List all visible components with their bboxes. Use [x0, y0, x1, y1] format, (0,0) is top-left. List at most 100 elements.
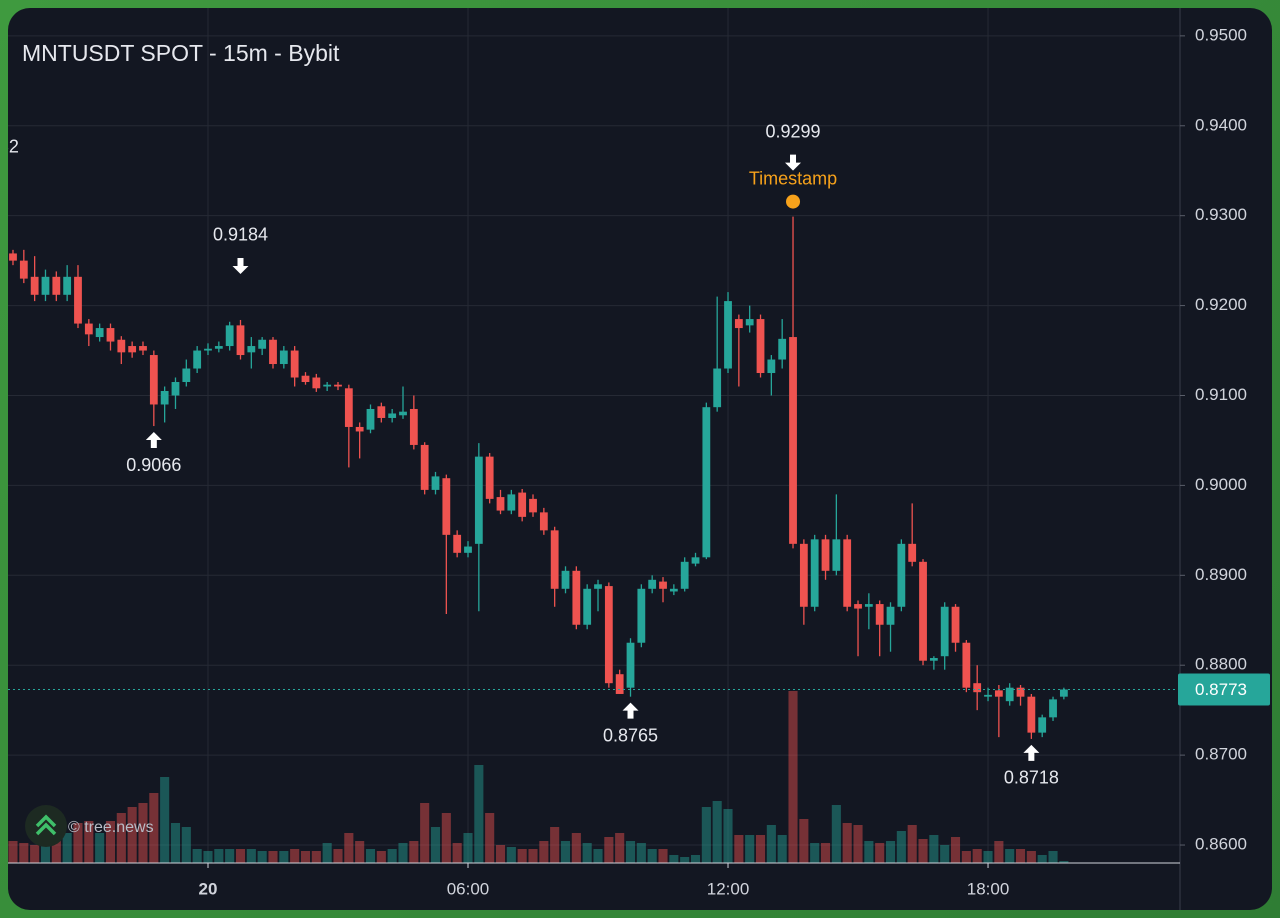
candle-body: [464, 546, 472, 553]
candle-body: [572, 570, 581, 625]
volume-bar: [777, 835, 787, 863]
volume-bar: [820, 843, 831, 863]
volume-bar: [734, 835, 744, 863]
volume-bar: [961, 851, 971, 863]
volume-bar: [506, 847, 516, 863]
volume-bar: [896, 831, 906, 863]
annotation-arrow: [622, 702, 639, 719]
volume-bar: [246, 849, 256, 863]
candle-body: [19, 260, 28, 279]
volume-bar: [127, 807, 137, 863]
candle-body: [117, 339, 126, 353]
volume-bar: [257, 851, 267, 863]
annotation-arrow: [232, 257, 249, 274]
volume-bar: [983, 851, 993, 863]
volume-bar: [333, 849, 343, 863]
annotation-label: 0.9066: [126, 455, 181, 475]
volume-bar: [615, 833, 625, 863]
volume-bar: [474, 765, 484, 863]
y-tick-label: 0.9100: [1195, 385, 1247, 404]
volume-bar: [376, 851, 386, 863]
volume-bar: [495, 845, 506, 863]
candle-body: [940, 606, 949, 657]
candle-body: [1059, 689, 1068, 697]
watermark-chevrons: [35, 814, 57, 836]
candle-body: [637, 588, 646, 643]
volume-bar: [430, 827, 441, 863]
volume-bar: [875, 843, 885, 863]
volume-bar: [149, 793, 159, 863]
candle-body: [204, 348, 212, 351]
candle-body: [1027, 696, 1036, 733]
candle-body: [691, 557, 700, 564]
watermark-text: © tree.news: [68, 819, 154, 836]
volume-bar: [745, 835, 755, 863]
volume-bar: [225, 849, 235, 863]
volume-bar: [268, 851, 278, 863]
volume-bar: [300, 851, 311, 863]
timestamp-dot: [786, 194, 801, 209]
watermark: © tree.news: [25, 805, 154, 847]
candle-body: [1049, 699, 1057, 718]
annotation-arrow: [785, 154, 802, 171]
panel: [8, 8, 1272, 910]
volume-bar: [398, 843, 408, 863]
volume-bar: [84, 821, 94, 863]
volume-bar: [571, 833, 581, 863]
volume-layer: [8, 691, 1069, 863]
candle-body: [84, 323, 93, 335]
volume-bar: [62, 833, 72, 863]
candle-body: [442, 478, 451, 535]
candle-body: [778, 338, 787, 360]
candle-body: [994, 690, 1003, 697]
volume-bar: [1026, 851, 1036, 863]
volume-bar: [51, 841, 61, 863]
volume-bar: [290, 849, 300, 863]
volume-bar: [831, 805, 841, 863]
candle-body: [279, 350, 288, 365]
volume-bar: [940, 845, 950, 863]
volume-bar: [1005, 849, 1015, 863]
candle-body: [193, 350, 202, 369]
volume-bar: [95, 833, 105, 863]
candle-body: [344, 388, 353, 427]
candle-body: [518, 492, 527, 517]
y-tick-label: 0.9200: [1195, 295, 1247, 314]
candle-body: [355, 426, 364, 432]
volume-bar: [864, 841, 874, 863]
volume-bar: [1048, 851, 1058, 863]
volume-bar: [181, 827, 191, 863]
volume-bar: [311, 851, 321, 863]
candle-body: [929, 658, 938, 661]
y-tick-label: 0.9000: [1195, 475, 1247, 494]
candle-body: [583, 588, 592, 625]
candle-body: [615, 674, 624, 694]
volume-bar: [539, 841, 549, 863]
volume-bar: [528, 849, 538, 863]
volume-bar: [214, 849, 224, 863]
annotation-label: 0.9282: [0, 137, 19, 157]
candle-body: [864, 604, 873, 607]
candle-body: [951, 606, 960, 643]
volume-bar: [8, 841, 18, 863]
candle-body: [236, 325, 245, 356]
volume-bar: [105, 821, 116, 863]
volume-bar: [690, 855, 701, 863]
candle-body: [550, 530, 559, 589]
candle-body: [225, 325, 234, 347]
volume-bar: [19, 843, 29, 863]
volume-bar: [593, 849, 603, 863]
volume-bar: [853, 825, 863, 863]
candle-body: [388, 413, 397, 418]
volume-bar: [409, 841, 419, 863]
candle-body: [74, 276, 82, 324]
volume-bar: [192, 849, 202, 863]
volume-bar: [160, 777, 170, 863]
volume-bar: [755, 835, 766, 863]
candle-body: [745, 319, 754, 326]
volume-bar: [441, 813, 451, 863]
candle-body: [756, 319, 765, 374]
y-tick-label: 0.8800: [1195, 655, 1247, 674]
volume-bar: [842, 823, 852, 863]
